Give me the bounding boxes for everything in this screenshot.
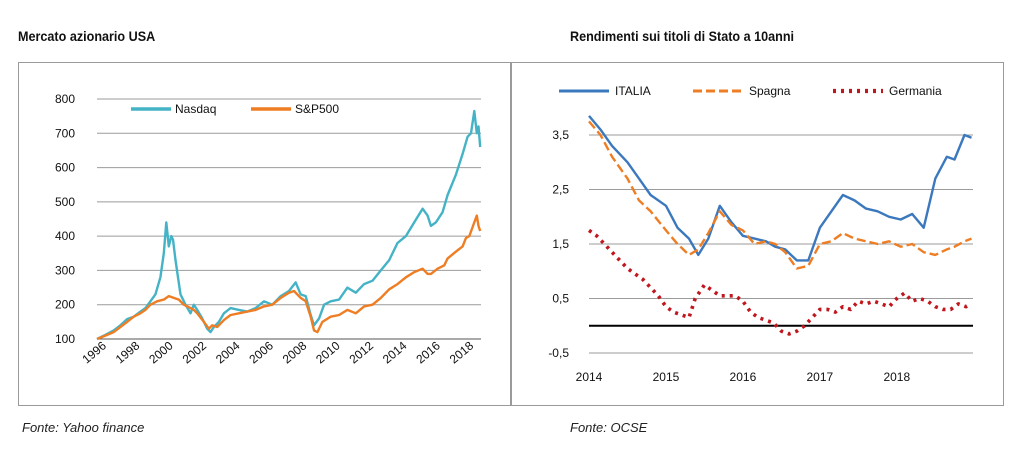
series-line [96,214,482,341]
x-tick-label: 1998 [113,338,143,366]
left-chart-title: Mercato azionario USA [18,28,156,44]
x-tick-label: 2016 [730,370,757,384]
x-tick-label: 2008 [280,338,310,366]
stock-market-chart-frame: 100 200 300 400 500 600 700 800 1996 1998 2000 2002… [18,62,512,406]
series-line [588,115,972,262]
legend-label: Nasdaq [175,102,216,116]
x-tick-label: 2006 [246,338,276,366]
x-tick-label: 2015 [653,370,680,384]
y-tick-label: 700 [55,126,75,140]
x-tick-label: 1996 [79,338,109,366]
y-tick-label: 400 [55,229,75,243]
y-tick-label: 500 [55,195,75,209]
y-tick-label: 600 [55,161,75,175]
y-tick-label: 800 [55,92,75,106]
bond-yield-chart: -0,5 0,5 1,5 2,5 3,5 2014 2015 2016 2017 2018 ITAL… [548,84,973,384]
right-source-note: Fonte: OCSE [570,420,648,435]
bond-yield-chart-frame: -0,5 0,5 1,5 2,5 3,5 2014 2015 2016 2017 2018 ITAL… [510,62,1004,406]
y-tick-label: 3,5 [552,128,569,142]
x-tick-label: 2018 [883,370,910,384]
y-tick-label: 200 [55,298,75,312]
x-tick-label: 2018 [447,338,477,366]
legend-label: S&P500 [295,102,339,116]
y-tick-label: 1,5 [552,237,569,251]
y-tick-label: 300 [55,263,75,277]
x-tick-label: 2002 [180,338,210,366]
x-tick-label: 2014 [380,338,410,366]
legend-label: Germania [889,84,942,98]
y-tick-label: -0,5 [548,346,569,360]
x-tick-label: 2017 [807,370,834,384]
x-tick-label: 2000 [146,338,176,366]
left-source-note: Fonte: Yahoo finance [22,420,145,435]
x-tick-label: 2016 [413,338,443,366]
y-tick-label: 100 [55,332,75,346]
x-tick-label: 2014 [576,370,603,384]
x-tick-label: 2012 [347,338,377,366]
y-tick-label: 0,5 [552,292,569,306]
legend-label: Spagna [749,84,791,98]
x-tick-label: 2010 [313,338,343,366]
series-line [587,228,973,336]
legend-label: ITALIA [615,84,651,98]
series-line [588,120,972,270]
y-tick-label: 2,5 [552,183,569,197]
x-tick-label: 2004 [213,338,243,366]
right-chart-title: Rendimenti sui titoli di Stato a 10anni [570,28,795,44]
stock-market-chart: 100 200 300 400 500 600 700 800 1996 1998 2000 2002… [55,92,482,366]
